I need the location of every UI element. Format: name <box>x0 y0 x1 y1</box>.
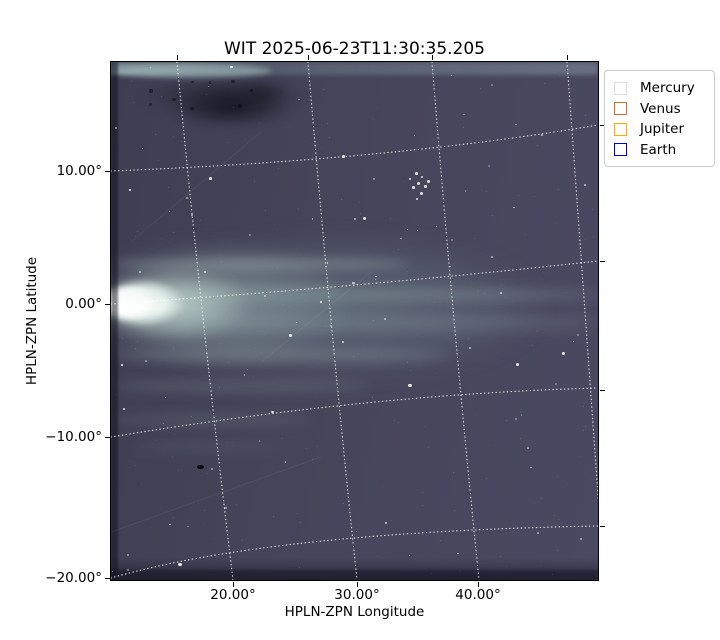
right-tick-mark <box>600 526 605 527</box>
y-tick-mark <box>105 578 110 579</box>
coordinate-grid <box>111 62 598 580</box>
y-tick-mark <box>105 437 110 438</box>
latitude-gridline-0 <box>111 260 598 305</box>
x-tick-mark <box>233 582 234 587</box>
y-tick-mark <box>105 171 110 172</box>
right-tick-mark <box>600 261 605 262</box>
x-axis-label: HPLN-ZPN Longitude <box>284 604 425 620</box>
legend-item-venus: Venus <box>614 99 705 120</box>
legend-label: Jupiter <box>640 121 685 138</box>
y-tick-label: −10.00° <box>45 429 102 445</box>
axes-spines <box>110 61 599 581</box>
venus-marker-icon <box>614 102 627 116</box>
legend-label: Venus <box>640 100 681 117</box>
legend-item-mercury: Mercury <box>614 78 705 99</box>
right-tick-mark <box>600 390 605 391</box>
x-tick-mark <box>357 582 358 587</box>
x-tick-label: 40.00° <box>455 587 501 603</box>
x-tick-label: 20.00° <box>210 587 256 603</box>
top-tick-mark <box>177 55 178 60</box>
longitude-gridline-30 <box>307 62 358 580</box>
longitude-gridline-40 <box>431 62 480 580</box>
y-tick-label: 0.00° <box>65 296 102 312</box>
top-tick-mark <box>567 55 568 60</box>
jupiter-marker-icon <box>614 122 627 136</box>
x-tick-mark <box>478 582 479 587</box>
longitude-gridline-20 <box>176 62 234 580</box>
top-tick-mark <box>308 55 309 60</box>
x-tick-label: 30.00° <box>334 587 380 603</box>
legend-label: Mercury <box>640 80 695 97</box>
longitude-gridline-50 <box>566 62 598 504</box>
mercury-marker-icon <box>614 81 627 95</box>
latitude-gridline-m20 <box>111 525 598 579</box>
right-tick-mark <box>600 125 605 126</box>
legend-item-earth: Earth <box>614 140 705 161</box>
y-tick-label: −20.00° <box>45 570 102 586</box>
top-tick-mark <box>432 55 433 60</box>
plot-title: WIT 2025-06-23T11:30:35.205 <box>224 39 485 59</box>
earth-marker-icon <box>614 143 627 157</box>
scratch-lines <box>111 131 372 533</box>
legend-item-jupiter: Jupiter <box>614 119 705 140</box>
y-tick-mark <box>105 304 110 305</box>
y-axis-label: HPLN-ZPN Latitude <box>24 256 40 386</box>
y-tick-label: 10.00° <box>56 163 102 179</box>
legend: Mercury Venus Jupiter Earth <box>604 70 715 167</box>
legend-label: Earth <box>640 141 677 158</box>
latitude-gridline-m10 <box>111 387 598 438</box>
latitude-gridline-10 <box>111 124 598 172</box>
